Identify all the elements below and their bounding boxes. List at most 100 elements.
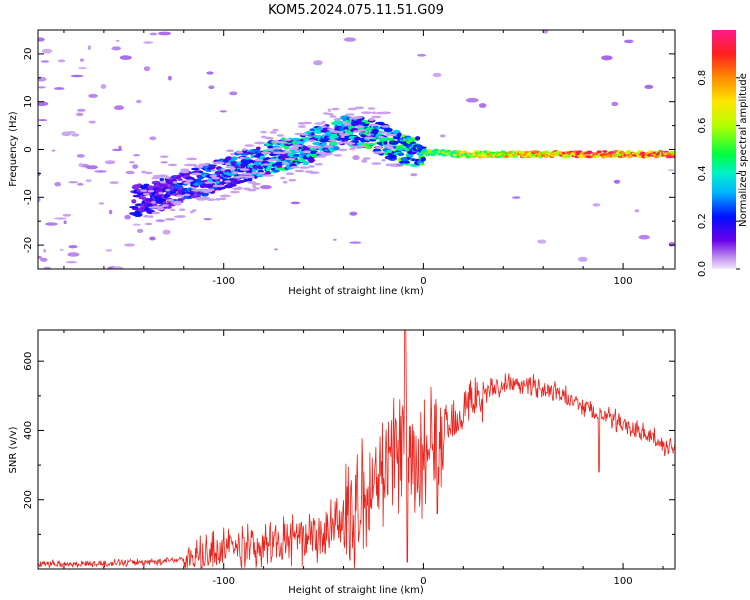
figure-title: KOM5.2024.075.11.51.G09 <box>268 3 444 18</box>
spectrogram-noise-blob <box>229 91 238 96</box>
spectrogram-blob <box>543 150 549 154</box>
spectrogram-noise-blob <box>118 145 122 150</box>
spectrogram-noise-blob <box>149 32 158 36</box>
spectrogram-noise-blob <box>38 197 41 202</box>
spectrogram-noise-blob <box>124 243 136 247</box>
colorbar-tick-label: 0.4 <box>697 165 708 181</box>
spectrogram-halo-blob <box>298 125 306 128</box>
spectrogram-noise-blob <box>111 46 122 51</box>
spectrogram-blob <box>462 150 468 154</box>
spectrogram-halo-blob <box>295 149 300 152</box>
spectrogram-noise-blob <box>41 48 53 54</box>
spectrogram-blob <box>333 146 340 151</box>
spectrogram-blob <box>172 188 179 192</box>
spectrogram-noise-blob <box>51 149 56 152</box>
spectrogram-blob <box>654 155 660 159</box>
spectrogram-noise-blob <box>68 245 78 249</box>
spectrogram-halo-blob <box>311 145 322 149</box>
spectrogram-halo-blob <box>364 136 374 140</box>
spectrogram-noise-blob <box>105 249 113 252</box>
spectrogram-halo-blob <box>192 209 197 212</box>
spectrogram-halo-blob <box>280 176 286 180</box>
spectrogram-noise-blob <box>116 39 120 42</box>
spectrogram-noise-blob <box>57 59 66 63</box>
spectrogram-blob <box>267 145 275 149</box>
spectrogram-halo-blob <box>380 111 392 115</box>
spectrogram-halo-blob <box>216 184 225 188</box>
spectrogram-blob <box>308 158 315 164</box>
spectrogram-noise-blob <box>40 60 50 63</box>
y-tick-label: -10 <box>23 189 34 205</box>
spectrogram-halo-blob <box>266 148 275 151</box>
spectrogram-blob <box>626 150 632 153</box>
spectrogram-halo-blob <box>178 208 186 211</box>
spectrogram-noise-blob <box>543 30 548 34</box>
spectrogram-blob <box>321 142 327 146</box>
spectrogram-halo-blob <box>372 151 385 154</box>
x-tick-label: -100 <box>212 576 235 587</box>
spectrogram-halo-blob <box>333 154 343 157</box>
spectrogram-noise-blob <box>100 84 107 89</box>
spectrogram-noise-blob <box>601 55 613 61</box>
spectrogram-noise-blob <box>70 74 84 78</box>
x-tick-label: 0 <box>420 276 426 287</box>
spectrogram-blob <box>383 140 388 145</box>
spectrogram-halo-blob <box>207 188 215 192</box>
spectrogram-noise-blob <box>125 170 135 175</box>
spectrogram-halo-blob <box>236 186 243 190</box>
spectrogram-halo-blob <box>371 111 377 115</box>
spectrogram-noise-blob <box>668 242 675 247</box>
spectrogram-blob <box>180 197 186 200</box>
spectrogram-blob <box>201 192 210 197</box>
spectrogram-blob <box>132 194 141 198</box>
spectrogram-blob <box>191 167 200 171</box>
spectrogram-blob <box>430 153 436 156</box>
spectrogram-noise-blob <box>38 86 46 89</box>
spectrogram-noise-blob <box>40 257 48 262</box>
spectrogram-halo-blob <box>283 150 292 154</box>
spectrogram-background <box>38 30 675 269</box>
spectrogram-halo-blob <box>164 218 176 221</box>
spectrogram-blob <box>250 154 255 159</box>
spectrogram-noise-blob <box>112 266 124 269</box>
spectrogram-halo-blob <box>191 172 203 176</box>
spectrogram-noise-blob <box>76 112 84 117</box>
spectrogram-blob <box>310 132 315 136</box>
spectrogram-blob <box>500 150 506 154</box>
spectrogram-noise-blob <box>349 241 362 244</box>
spectrogram-noise-blob <box>108 209 113 215</box>
colorbar-gradient <box>712 30 736 269</box>
spectrogram-noise-blob <box>149 136 157 141</box>
spectrogram-blob <box>419 162 425 166</box>
spectrogram-halo-blob <box>142 193 150 196</box>
spectrogram-halo-blob <box>230 153 235 156</box>
spectrogram-halo-blob <box>272 128 279 132</box>
spectrogram-noise-blob <box>88 120 96 124</box>
spectrogram-halo-blob <box>290 146 300 150</box>
spectrogram-halo-blob <box>361 159 367 162</box>
spectrogram-blob <box>143 183 150 187</box>
spectrogram-halo-blob <box>251 182 262 186</box>
y-tick-label: 400 <box>23 421 34 440</box>
spectrogram-noise-blob <box>76 108 86 112</box>
spectrogram-blob <box>665 151 671 155</box>
spectrogram-blob <box>415 136 421 141</box>
spectrogram-blob <box>243 178 249 182</box>
spectrogram-halo-blob <box>148 215 154 218</box>
spectrogram-noise-blob <box>45 222 58 226</box>
spectrogram-halo-blob <box>329 115 337 118</box>
spectrogram-halo-blob <box>326 128 335 131</box>
spectrogram-halo-blob <box>354 106 365 110</box>
spectrogram-blob <box>265 171 271 174</box>
spectrogram-blob <box>367 143 376 146</box>
spectrogram-noise-blob <box>68 181 79 184</box>
spectrogram-halo-blob <box>294 169 305 173</box>
snr-xlabel: Height of straight line (km) <box>288 585 424 596</box>
spectrogram-noise-blob <box>352 155 360 161</box>
spectrogram-noise-blob <box>634 209 640 213</box>
spectrogram-halo-blob <box>368 123 379 127</box>
spectrogram-noise-blob <box>624 39 634 44</box>
spectrogram-noise-blob <box>54 182 62 187</box>
spectrogram-blob <box>207 164 217 167</box>
